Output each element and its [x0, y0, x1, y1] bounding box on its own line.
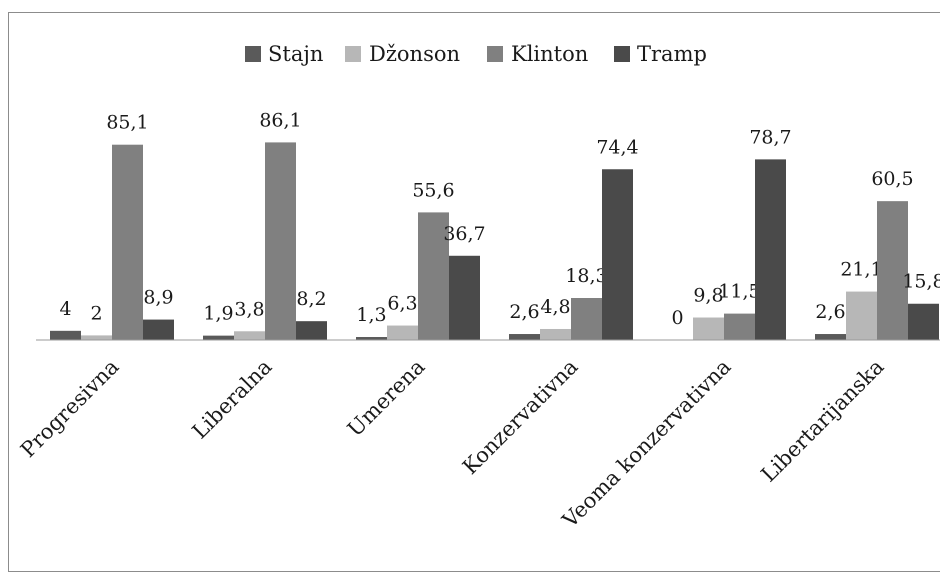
- legend-swatch: [614, 46, 630, 62]
- bar-klinton-1: [265, 142, 296, 340]
- legend-label: Stajn: [268, 42, 323, 66]
- data-label: 18,3: [565, 265, 607, 287]
- legend-label: Klinton: [511, 42, 588, 66]
- data-label: 3,8: [234, 298, 264, 320]
- legend-item-tramp: Tramp: [614, 42, 707, 66]
- data-label: 4: [59, 298, 71, 320]
- data-label: 55,6: [412, 179, 454, 201]
- bar-tramp-5: [908, 303, 939, 340]
- bar-tramp-2: [449, 255, 480, 340]
- bar-tramp-3: [602, 169, 633, 340]
- data-label: 2,6: [815, 301, 845, 323]
- data-label: 8,9: [143, 287, 173, 309]
- data-label: 74,4: [596, 136, 638, 158]
- data-label: 0: [671, 307, 683, 329]
- data-label: 15,8: [902, 271, 940, 293]
- category-label: Umerena: [343, 355, 430, 442]
- bar-stajn-2: [356, 337, 387, 340]
- data-label: 21,1: [840, 259, 882, 281]
- bar-stajn-1: [203, 335, 234, 340]
- data-label: 85,1: [106, 112, 148, 134]
- chart: Stajn Džonson Klinton Tramp 4 2 85,1 8,9 1,9 3,8 8…: [16, 42, 940, 533]
- data-label: 8,2: [296, 288, 326, 310]
- legend-swatch: [345, 46, 361, 62]
- data-label: 9,8: [693, 285, 723, 307]
- data-label: 36,7: [443, 223, 485, 245]
- bar-tramp-1: [296, 321, 327, 340]
- data-label: 86,1: [259, 109, 301, 131]
- category-label: Progresivna: [16, 355, 124, 463]
- bar-stajn-0: [50, 330, 81, 340]
- category-label: Veoma konzervativna: [557, 355, 735, 533]
- bar-džonson-4: [693, 317, 724, 340]
- data-label: 1,9: [203, 303, 233, 325]
- category-label: Liberalna: [188, 355, 277, 444]
- bar-džonson-2: [387, 325, 418, 340]
- bar-klinton-4: [724, 313, 755, 340]
- bar-klinton-2: [418, 212, 449, 340]
- legend-swatch: [245, 46, 261, 62]
- bar-stajn-5: [815, 334, 846, 340]
- bar-tramp-4: [755, 159, 786, 340]
- legend-item-stajn: Stajn: [245, 42, 323, 66]
- data-label: 1,3: [356, 304, 386, 326]
- bar-džonson-5: [846, 291, 877, 340]
- legend-item-klinton: Klinton: [487, 42, 588, 66]
- legend-item-džonson: Džonson: [345, 42, 460, 66]
- data-label: 78,7: [749, 126, 791, 148]
- bar-stajn-3: [509, 334, 540, 340]
- data-label: 11,5: [718, 281, 760, 303]
- data-label: 4,8: [540, 296, 570, 318]
- data-label: 2: [90, 302, 102, 324]
- legend-label: Tramp: [637, 42, 707, 66]
- bar-džonson-1: [234, 331, 265, 340]
- legend-label: Džonson: [369, 42, 460, 66]
- bar-klinton-3: [571, 298, 602, 340]
- category-label: Konzervativna: [458, 355, 583, 480]
- bar-džonson-3: [540, 328, 571, 340]
- bar-džonson-0: [81, 335, 112, 340]
- bar-klinton-5: [877, 201, 908, 340]
- category-label: Libertarijanska: [756, 355, 888, 487]
- data-label: 2,6: [509, 301, 539, 323]
- data-label: 6,3: [387, 293, 417, 315]
- bar-klinton-0: [112, 144, 143, 340]
- bar-tramp-0: [143, 319, 174, 340]
- data-label: 60,5: [871, 168, 913, 190]
- legend-swatch: [487, 46, 503, 62]
